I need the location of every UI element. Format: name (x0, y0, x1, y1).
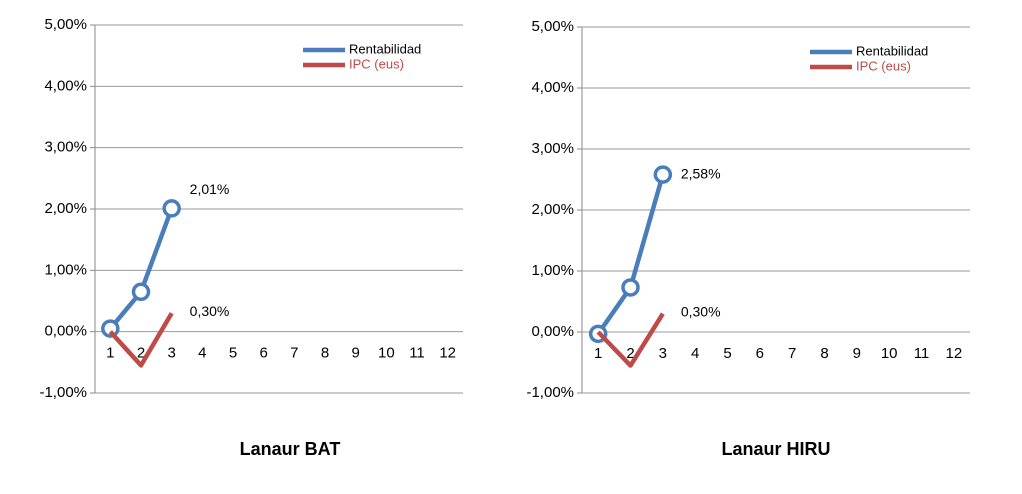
x-tick-label: 7 (788, 345, 796, 362)
x-tick-label: 4 (198, 345, 206, 362)
x-tick-label: 3 (659, 345, 667, 362)
legend-label: IPC (eus) (349, 56, 404, 71)
series-line (596, 312, 665, 368)
y-tick-label: 4,00% (44, 77, 87, 94)
y-tick-label: 5,00% (44, 16, 87, 33)
x-tick-label: 10 (881, 345, 898, 362)
x-tick-label: 1 (594, 345, 602, 362)
data-point (162, 199, 181, 218)
y-tick-label: -1,00% (39, 384, 87, 401)
x-tick-label: 8 (321, 345, 329, 362)
data-point (653, 165, 673, 184)
data-label: 0,30% (681, 303, 721, 319)
data-label: 0,30% (190, 303, 230, 319)
y-tick-label: 0,00% (44, 323, 87, 340)
x-tick-label: 2 (626, 345, 634, 362)
legend-label: Rentabilidad (856, 43, 928, 58)
x-tick-label: 9 (351, 345, 359, 362)
x-tick-label: 11 (914, 345, 930, 362)
x-tick-label: 9 (853, 345, 861, 362)
y-tick-label: 3,00% (44, 139, 87, 156)
chart-title: Lanaur BAT (240, 439, 341, 459)
x-tick-label: 11 (409, 345, 425, 362)
y-tick-label: 1,00% (531, 262, 574, 279)
x-tick-label: 12 (945, 345, 962, 362)
x-tick-label: 2 (137, 345, 145, 362)
y-tick-label: 4,00% (531, 79, 574, 96)
data-point (621, 278, 640, 297)
x-tick-label: 8 (820, 345, 828, 362)
x-tick-label: 10 (378, 345, 395, 362)
data-point (101, 319, 120, 338)
series-line (108, 207, 174, 331)
y-tick-label: 2,00% (531, 201, 574, 218)
y-tick-label: -1,00% (526, 384, 574, 401)
x-tick-label: 4 (691, 345, 699, 362)
x-tick-label: 12 (439, 345, 456, 362)
chart-title: Lanaur HIRU (721, 439, 830, 459)
x-tick-label: 6 (756, 345, 764, 362)
y-tick-label: 1,00% (44, 261, 87, 278)
x-tick-label: 3 (167, 345, 175, 362)
legend-label: Rentabilidad (349, 41, 421, 56)
y-tick-label: 5,00% (531, 18, 574, 35)
series-line (596, 174, 665, 336)
x-tick-label: 5 (229, 345, 237, 362)
legend-label: IPC (eus) (856, 58, 911, 73)
x-tick-label: 7 (290, 345, 298, 362)
y-tick-label: 2,00% (44, 200, 87, 217)
y-tick-label: 0,00% (531, 323, 574, 340)
x-tick-label: 1 (106, 345, 114, 362)
y-tick-label: 3,00% (531, 140, 574, 157)
series-line (108, 312, 174, 368)
data-label: 2,01% (190, 181, 230, 197)
x-tick-label: 5 (723, 345, 731, 362)
x-tick-label: 6 (259, 345, 267, 362)
data-label: 2,58% (681, 165, 721, 181)
data-point (131, 282, 151, 302)
